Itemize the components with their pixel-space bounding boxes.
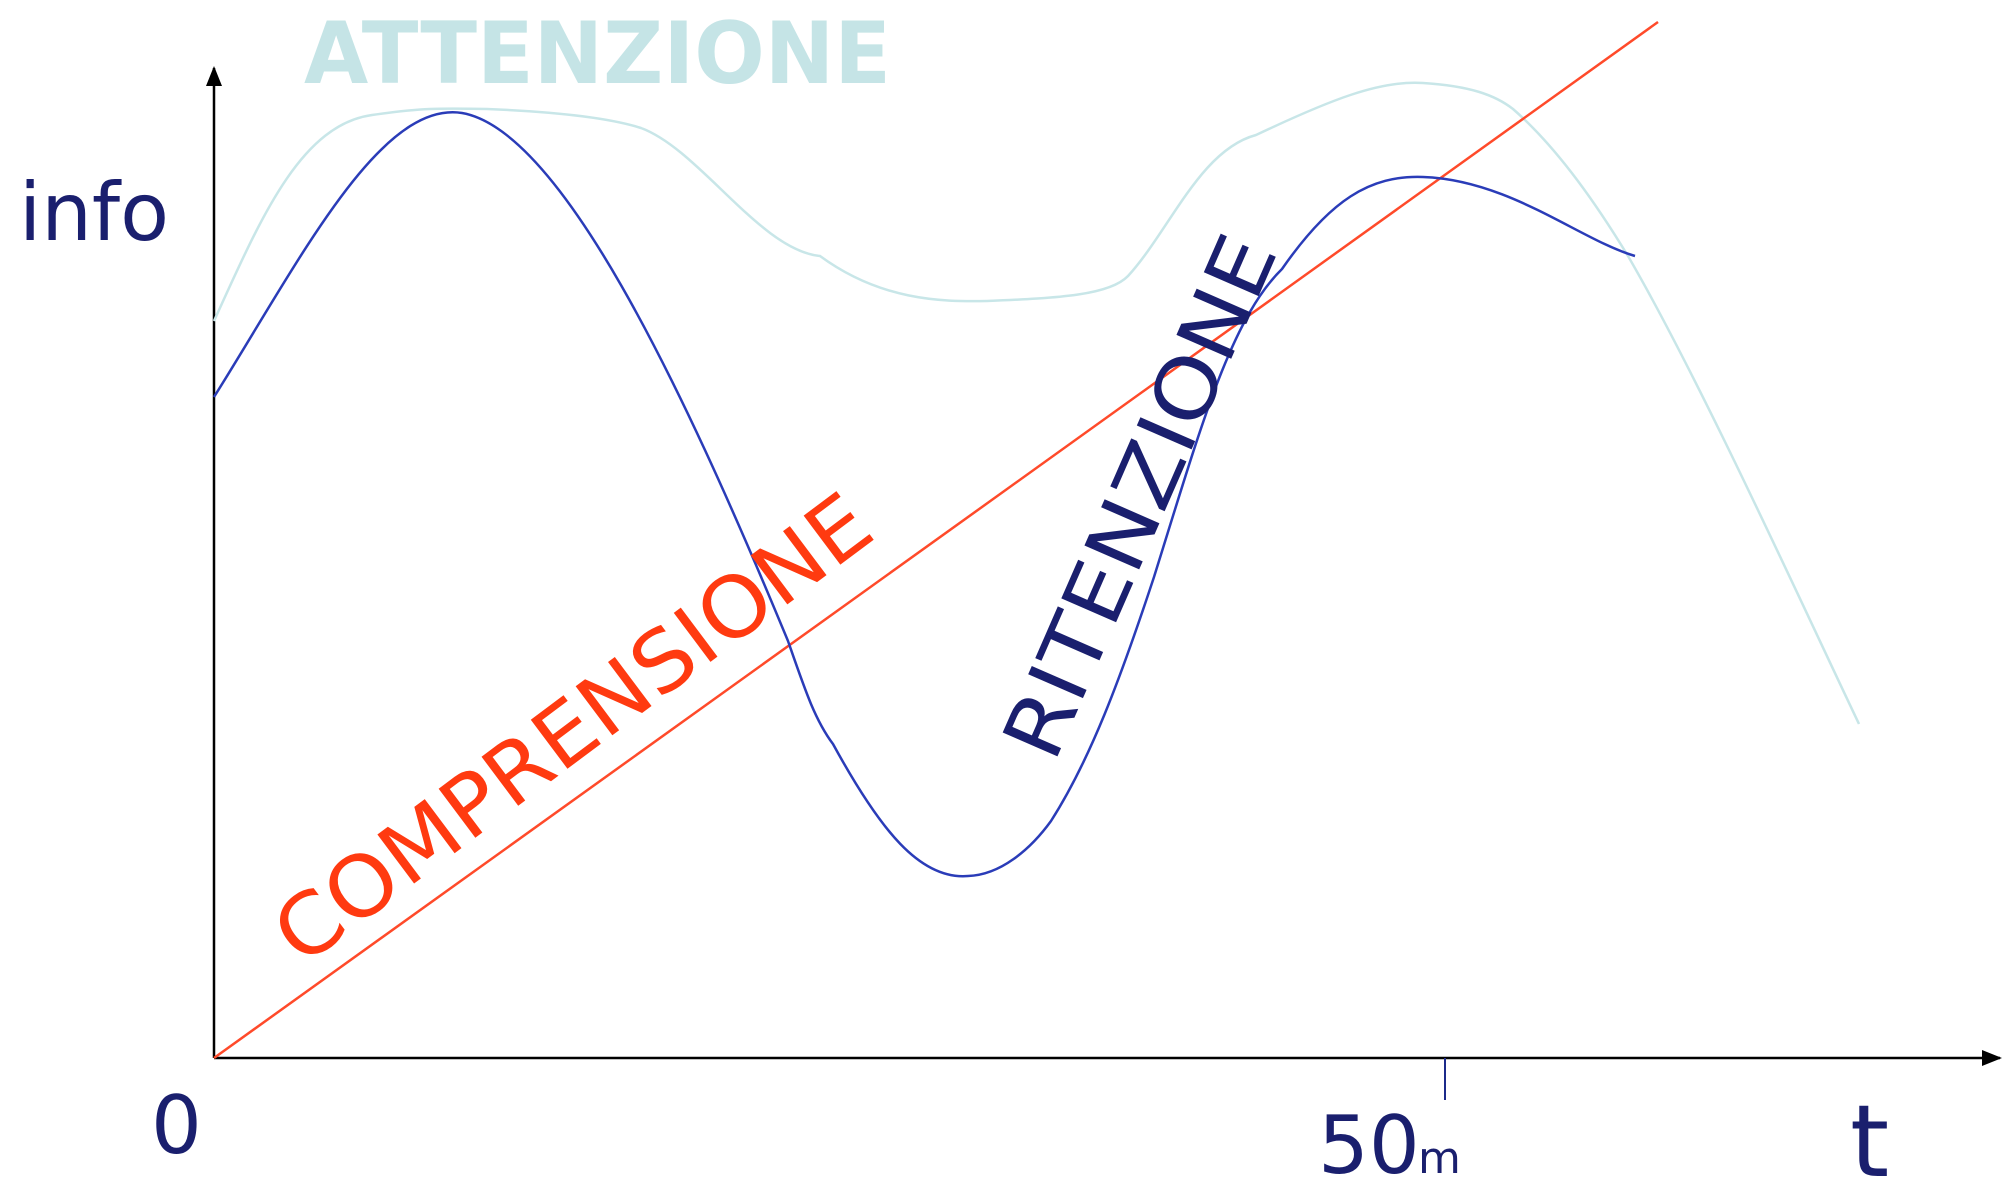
y-label: info: [19, 166, 169, 259]
comprehension-label: COMPRENSIONE: [255, 474, 890, 984]
comprehension-line: [213, 20, 1659, 1060]
x-label: t: [1850, 1083, 1889, 1185]
title: ATTENZIONE: [304, 4, 891, 104]
x-tick-label: 50: [1318, 1099, 1420, 1185]
x-tick-unit: m: [1418, 1133, 1461, 1184]
origin-label: 0: [151, 1079, 202, 1172]
retention-curve: [212, 111, 1636, 878]
retention-label: RITENZIONE: [985, 221, 1296, 772]
attention-curve: [212, 81, 1861, 725]
